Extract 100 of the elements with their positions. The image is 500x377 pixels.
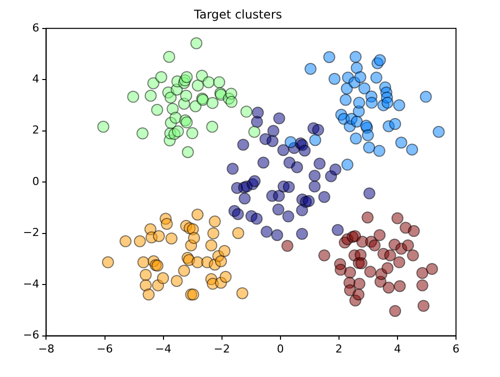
point [273,112,286,124]
point [291,161,304,174]
point [312,124,324,136]
point [192,80,204,92]
point [102,256,114,268]
point [250,212,263,225]
point [188,232,200,244]
point [418,300,430,312]
point [205,239,218,252]
point [416,267,428,280]
point [389,304,402,317]
point [206,96,218,109]
point [272,190,285,202]
point [182,146,194,158]
point [272,204,284,216]
point [352,288,365,301]
point [267,124,280,137]
point [225,96,238,108]
point [207,227,220,240]
point [318,249,330,262]
point [353,278,366,290]
y-tick-label: 6 [32,21,40,34]
point [163,50,176,63]
point [355,257,368,270]
point [334,264,347,276]
point [190,37,202,50]
point [208,216,221,228]
point [395,136,408,149]
x-tick-label: −8 [38,342,54,356]
point [232,208,244,220]
point [97,120,110,133]
point [232,227,244,240]
y-tick-label: −2 [22,226,40,240]
point [127,90,140,103]
point [318,190,330,203]
point [236,287,248,300]
point [220,270,232,283]
point [344,266,356,279]
point [238,192,251,204]
point [180,90,192,102]
point [147,77,160,90]
x-tick-label: 4 [394,342,401,356]
point [134,235,146,248]
point [350,62,363,74]
point [363,187,376,200]
point [189,100,202,112]
point [308,180,321,192]
point [302,195,315,208]
point [186,127,198,140]
point [257,156,270,169]
y-tick-label: 0 [32,174,40,188]
point [328,72,341,85]
x-tick-label: −4 [155,342,172,356]
point [144,90,157,102]
point [314,158,326,170]
point [432,126,445,138]
y-tick-label: 4 [32,72,40,86]
point [340,82,353,95]
point [406,249,419,262]
point [368,239,381,252]
point [226,162,239,175]
point [393,256,406,268]
point [393,99,406,112]
point [142,288,155,301]
point [155,71,168,84]
point [240,106,252,118]
point [408,225,420,238]
point [166,102,179,115]
point [202,76,215,88]
point [389,118,402,130]
point [248,175,261,188]
x-tick-label: 0 [276,342,284,356]
point [206,120,218,133]
point [165,232,178,244]
point [296,228,308,240]
point [353,96,366,109]
point [362,211,374,224]
point [250,116,263,128]
point [137,256,150,268]
y-tick-label: −4 [22,277,40,290]
point [237,138,250,151]
point [136,127,149,140]
point [192,208,204,221]
point [362,129,374,142]
point [358,82,370,94]
point [340,94,352,106]
point [157,272,170,284]
point [354,71,366,84]
point [214,255,227,268]
point [170,274,183,287]
point [160,218,173,230]
point [178,264,190,277]
point [350,50,362,63]
point [382,282,395,294]
point [374,229,386,242]
point [329,164,342,176]
x-tick-label: 2 [335,342,342,356]
point [296,204,308,216]
point [420,90,432,103]
point [218,245,230,258]
